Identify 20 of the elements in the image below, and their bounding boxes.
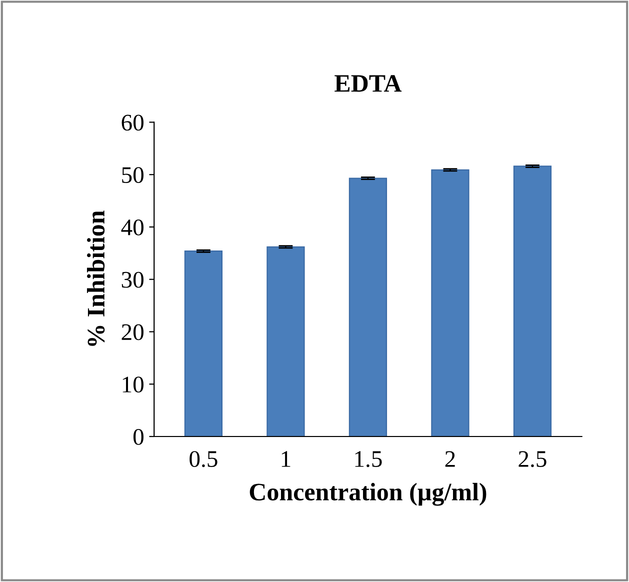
y-tick-label: 30	[122, 272, 144, 288]
y-tick-label: 10	[122, 376, 144, 393]
y-tick-label: 60	[122, 114, 144, 131]
chart-title: EDTA	[334, 75, 402, 92]
bar	[348, 178, 388, 436]
y-axis-title: % Inhibition	[86, 210, 105, 346]
x-tick-label: 0.5	[190, 451, 218, 468]
x-tick-label: 2	[445, 451, 455, 467]
x-tick-label: 1.5	[355, 451, 382, 468]
y-tick-label: 50	[122, 167, 144, 184]
bar	[513, 166, 552, 436]
y-tick-label: 0	[133, 428, 144, 445]
bar	[184, 250, 223, 436]
x-axis-title: Concentration (µg/ml)	[250, 482, 486, 506]
y-tick-label: 40	[121, 219, 144, 236]
x-tick-label: 1	[282, 451, 290, 467]
bar	[266, 246, 305, 436]
bar	[431, 169, 470, 436]
x-tick-label: 2.5	[518, 451, 546, 468]
y-tick-label: 20	[122, 324, 144, 340]
